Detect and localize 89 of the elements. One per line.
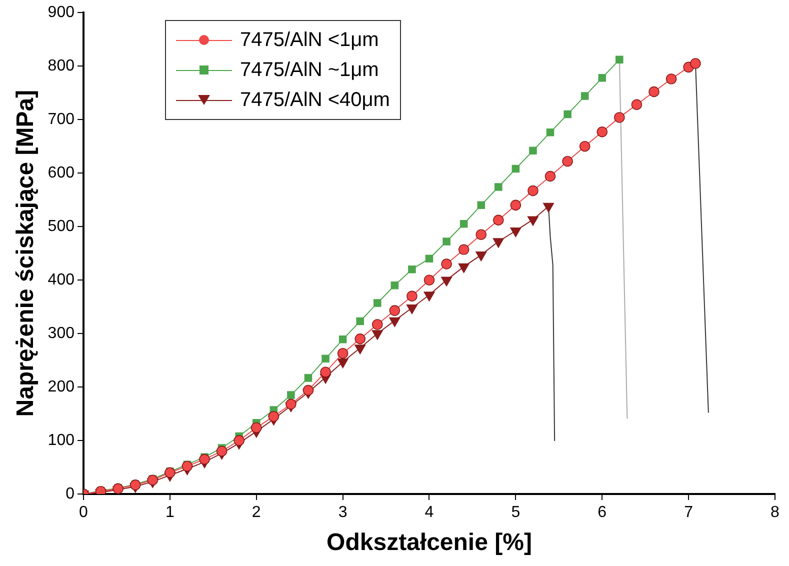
y-tick-label: 100: [48, 432, 75, 449]
point: [408, 265, 416, 274]
point: [510, 200, 522, 211]
x-tick-label: 2: [252, 504, 261, 522]
point: [389, 305, 400, 316]
point: [596, 126, 608, 138]
point: [164, 467, 176, 478]
point: [546, 128, 554, 136]
x-tick-label: 7: [684, 504, 694, 522]
point: [234, 435, 244, 446]
point: [406, 304, 418, 314]
point: [493, 214, 504, 226]
point: [374, 299, 382, 307]
point: [424, 274, 435, 286]
y-tick-label: 400: [48, 271, 75, 288]
point: [510, 227, 522, 238]
point: [337, 348, 348, 359]
point: [598, 74, 606, 82]
y-tick-label: 600: [48, 164, 75, 182]
point: [356, 317, 364, 326]
point: [441, 258, 452, 270]
x-tick-label: 8: [770, 504, 780, 522]
point: [529, 146, 537, 154]
point: [286, 398, 296, 410]
legend-label: 7475/AlN ~1μm: [240, 58, 379, 82]
point: [666, 74, 677, 84]
point: [648, 86, 660, 98]
point: [302, 384, 314, 396]
point: [338, 336, 347, 344]
point: [542, 202, 554, 213]
point: [440, 276, 452, 286]
point: [268, 411, 280, 422]
point: [372, 319, 383, 330]
point: [579, 140, 590, 152]
legend-label: 7475/AlN <1μm: [240, 28, 379, 52]
point: [322, 354, 330, 363]
y-tick-label: 500: [48, 218, 75, 235]
point: [492, 238, 504, 248]
point: [460, 220, 468, 228]
point: [476, 229, 486, 240]
y-tick-label: 200: [48, 378, 75, 396]
point: [614, 112, 625, 123]
y-tick-label: 0: [66, 485, 75, 502]
point: [527, 216, 539, 226]
y-axis-title: Naprężenie ściskające [MPa]: [12, 90, 40, 417]
y-tick-label: 300: [48, 324, 75, 342]
point: [562, 156, 573, 167]
point: [304, 374, 312, 382]
point: [251, 422, 262, 434]
point: [199, 454, 210, 465]
point: [442, 238, 450, 246]
point: [390, 282, 399, 290]
legend-label: 7475/AlN <40μm: [240, 88, 390, 112]
point: [424, 292, 435, 302]
point: [320, 366, 331, 378]
point: [389, 317, 400, 328]
x-tick-label: 5: [511, 504, 520, 522]
point: [616, 56, 624, 64]
point: [494, 183, 502, 191]
y-tick-label: 800: [48, 57, 75, 74]
point: [512, 164, 520, 173]
point: [354, 344, 366, 354]
point: [580, 92, 589, 100]
point: [406, 290, 418, 302]
x-tick-label: 4: [424, 504, 434, 522]
point: [458, 263, 470, 274]
point: [528, 185, 538, 196]
point: [544, 170, 556, 182]
point: [337, 358, 348, 368]
x-axis-title: Odkształcenie [%]: [326, 529, 532, 556]
point: [458, 244, 470, 255]
point: [354, 334, 366, 344]
point: [476, 252, 487, 262]
point: [372, 330, 383, 340]
y-tick-label: 900: [48, 4, 75, 22]
point: [216, 446, 228, 457]
y-tick-label: 700: [48, 110, 75, 128]
point: [690, 58, 701, 69]
point: [564, 110, 572, 118]
x-tick-label: 0: [79, 504, 88, 522]
point: [477, 201, 485, 210]
point: [182, 460, 193, 472]
point: [631, 99, 642, 110]
point: [287, 391, 295, 399]
x-tick-label: 1: [165, 504, 174, 522]
x-tick-label: 3: [338, 504, 348, 522]
point: [147, 474, 158, 486]
x-tick-label: 6: [598, 504, 607, 522]
point: [425, 254, 434, 263]
